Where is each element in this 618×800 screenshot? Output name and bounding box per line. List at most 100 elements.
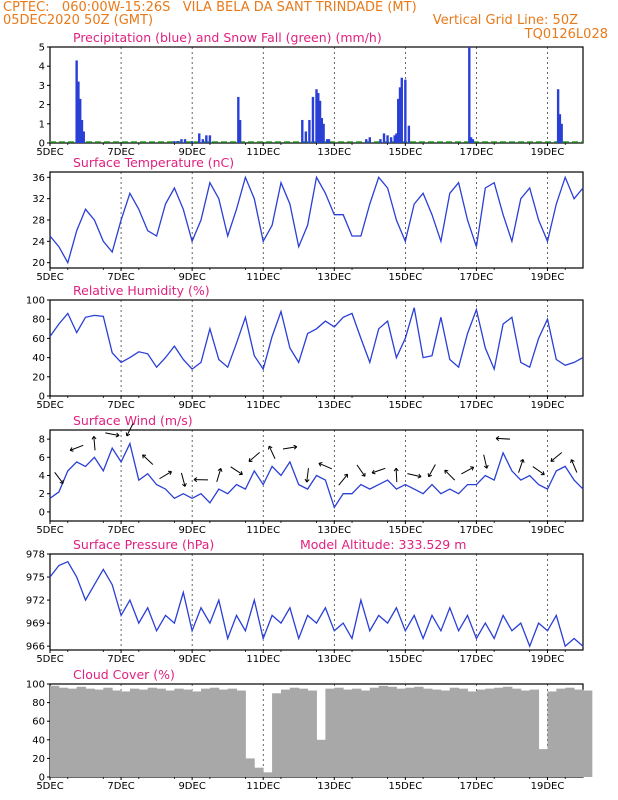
- wind-arrow-head: [182, 483, 187, 487]
- cloud-bar: [236, 690, 246, 777]
- cloud-bar: [227, 688, 238, 777]
- wind-arrow-head: [69, 447, 74, 452]
- wind-arrow-head: [318, 462, 323, 467]
- cloud-bar: [280, 689, 291, 777]
- cloud-bar: [156, 688, 166, 777]
- cloud-bar: [174, 688, 184, 777]
- wind-arrow: [407, 473, 422, 478]
- x-tick-label: 13DEC: [317, 400, 351, 411]
- x-tick-label: 19DEC: [531, 781, 565, 792]
- wind-arrow-head: [483, 464, 489, 469]
- panel-title: Cloud Cover (%): [73, 667, 175, 682]
- wind-arrow: [428, 464, 436, 477]
- precip-bar: [325, 139, 329, 143]
- precip-bar: [320, 118, 324, 143]
- x-tick-label: 17DEC: [460, 654, 494, 665]
- y-tick-label: 5: [39, 43, 45, 54]
- precip-bar: [556, 89, 560, 143]
- precip-bar: [393, 135, 396, 143]
- y-tick-label: 978: [26, 550, 45, 561]
- x-tick-label: 13DEC: [317, 781, 351, 792]
- x-tick-label: 5DEC: [36, 400, 63, 411]
- precip-bar: [301, 119, 304, 143]
- cloud-bar: [529, 689, 540, 777]
- y-tick-label: 0: [39, 392, 45, 403]
- precip-bar: [317, 93, 320, 143]
- y-tick-label: 2: [39, 489, 45, 500]
- precip-bar: [190, 141, 194, 143]
- precip-bar: [395, 133, 398, 143]
- cloud-bar: [511, 688, 522, 777]
- x-tick-label: 15DEC: [388, 400, 422, 411]
- y-tick-label: 24: [32, 237, 45, 248]
- header-line1: CPTEC: 060:00W-15:26S VILA BELA DA SANT …: [3, 0, 417, 15]
- y-tick-label: 20: [32, 754, 45, 765]
- precip-bar: [322, 123, 325, 143]
- precip-bar: [173, 141, 176, 143]
- wind-arrow: [518, 459, 524, 473]
- y-tick-label: 80: [32, 698, 45, 709]
- precip-bar: [183, 139, 187, 143]
- precip-bar: [205, 135, 208, 143]
- x-tick-label: 17DEC: [460, 400, 494, 411]
- wind-arrow: [371, 467, 386, 474]
- wind-arrow: [532, 466, 545, 476]
- panel-frame: [49, 299, 584, 397]
- wind-arrow: [570, 459, 578, 473]
- wind-arrow-head: [540, 471, 545, 476]
- cloud-bar: [209, 687, 220, 777]
- x-tick-label: 7DEC: [107, 147, 134, 158]
- cloud-bar: [565, 687, 575, 777]
- precip-bar: [469, 137, 473, 143]
- x-tick-label: 15DEC: [388, 525, 422, 536]
- cloud-bar: [378, 685, 389, 777]
- wind-arrow: [105, 432, 120, 437]
- wind-arrow: [69, 444, 84, 451]
- wind-arrow: [356, 464, 366, 477]
- wind-arrow-head: [417, 473, 422, 479]
- x-tick-label: 13DEC: [317, 654, 351, 665]
- wind-arrow-head: [142, 454, 147, 459]
- y-tick-label: 8: [39, 435, 45, 446]
- precip-bar: [365, 139, 368, 143]
- precip-bar: [404, 79, 407, 143]
- precip-bar: [400, 77, 403, 143]
- cloud-bar: [272, 693, 282, 777]
- cloud-bar: [58, 687, 69, 777]
- cloud-bar: [503, 686, 513, 777]
- cloud-bar: [405, 687, 415, 777]
- precip-bar: [201, 139, 204, 143]
- precip-bar: [389, 137, 393, 143]
- panel-title: Surface Wind (m/s): [73, 413, 193, 428]
- x-tick-label: 13DEC: [317, 147, 351, 158]
- panel-title: Surface Pressure (hPa): [73, 537, 214, 552]
- x-tick-label: 5DEC: [36, 525, 63, 536]
- x-tick-label: 15DEC: [388, 781, 422, 792]
- panel-annotation: Model Altitude: 333.529 m: [300, 537, 466, 552]
- cloud-bar: [67, 688, 78, 777]
- x-tick-label: 11DEC: [246, 400, 280, 411]
- cloud-bar: [414, 686, 424, 777]
- cloud-bar: [458, 688, 468, 777]
- x-tick-label: 17DEC: [460, 147, 494, 158]
- cloud-bar: [201, 688, 211, 777]
- y-tick-label: 20: [32, 258, 45, 269]
- wind-arrow-head: [495, 436, 500, 441]
- cloud-bar: [192, 691, 202, 777]
- cloud-bar: [138, 689, 149, 777]
- y-tick-label: 2: [39, 100, 45, 111]
- cloud-bar: [423, 688, 433, 777]
- precip-bar: [560, 123, 563, 143]
- precip-bar: [311, 96, 315, 143]
- cloud-bar: [431, 689, 442, 777]
- x-tick-label: 15DEC: [388, 654, 422, 665]
- y-tick-label: 1: [39, 119, 45, 130]
- wind-arrow-head: [267, 445, 273, 450]
- wind-arrow: [93, 436, 96, 451]
- wind-arrow: [395, 468, 398, 483]
- precip-bar: [315, 89, 318, 143]
- wind-arrow: [282, 446, 297, 450]
- wind-arrow-head: [361, 472, 366, 477]
- x-tick-label: 7DEC: [107, 272, 134, 283]
- precip-bar: [238, 119, 242, 143]
